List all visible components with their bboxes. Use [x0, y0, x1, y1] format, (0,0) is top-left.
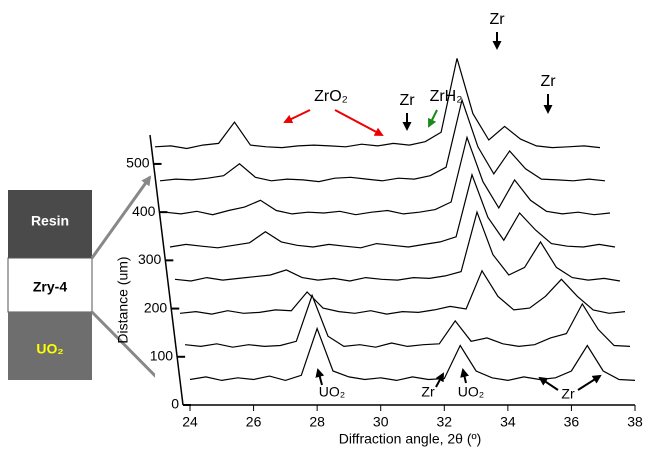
- x-tick-label: 30: [373, 414, 389, 430]
- trace-fill: [190, 328, 635, 405]
- y-axis: [149, 134, 184, 406]
- x-tick-label: 34: [500, 414, 516, 430]
- arrow: [538, 376, 559, 391]
- trace: [154, 58, 601, 150]
- x-tick-label: 32: [436, 414, 452, 430]
- x-tick-label: 38: [627, 414, 643, 430]
- x-tick-label: 36: [564, 414, 580, 430]
- inset-uo2: [8, 312, 92, 380]
- annotation: UO₂: [319, 384, 345, 400]
- arrow: [315, 368, 325, 386]
- annotation: ZrO₂: [314, 88, 348, 105]
- y-tick-label: 400: [132, 203, 156, 219]
- annotation: Zr: [561, 386, 575, 402]
- arrow: [283, 109, 311, 124]
- x-axis-label: Diffraction angle, 2θ (º): [339, 431, 482, 447]
- arrow: [334, 109, 384, 136]
- annotation: ZrH₂: [430, 88, 463, 105]
- x-tick-label: 24: [182, 414, 198, 430]
- arrow: [460, 368, 469, 384]
- annotation: Zr: [489, 11, 505, 28]
- annotation: Zr: [421, 384, 435, 400]
- y-tick-label: 500: [126, 155, 150, 171]
- trace: [184, 293, 631, 348]
- connector: [90, 175, 152, 259]
- trace: [159, 97, 606, 183]
- annotation: Zr: [399, 92, 415, 109]
- y-tick-label: 300: [138, 251, 162, 267]
- x-tick-label: 28: [309, 414, 325, 430]
- arrow: [577, 374, 602, 391]
- inset-label: UO₂: [36, 341, 63, 357]
- annotation: Zr: [540, 73, 556, 90]
- arrow: [435, 372, 444, 388]
- arrow: [428, 109, 438, 128]
- y-tick-label: 100: [150, 347, 174, 363]
- trace: [179, 269, 626, 315]
- y-axis-label: Distance (um): [115, 256, 131, 343]
- annotation: UO₂: [458, 384, 484, 400]
- inset-zry: [7, 257, 93, 313]
- y-tick-label: 0: [171, 396, 179, 412]
- inset-label: Resin: [31, 213, 69, 229]
- trace: [189, 326, 636, 382]
- inset-label: Zry-4: [33, 279, 67, 295]
- x-tick-label: 26: [246, 414, 262, 430]
- inset-resin: [8, 190, 92, 258]
- trace: [164, 135, 611, 216]
- trace: [169, 172, 616, 249]
- trace: [174, 210, 621, 282]
- y-tick-label: 200: [144, 299, 168, 315]
